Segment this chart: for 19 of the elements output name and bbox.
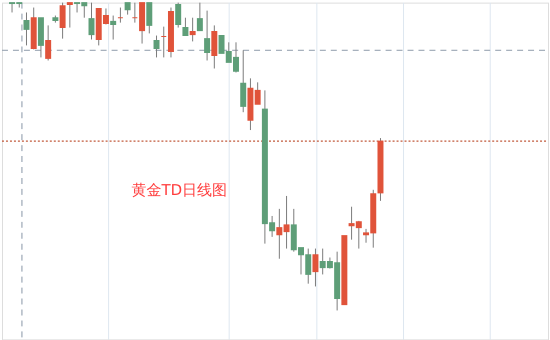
candlestick [45,24,52,61]
candlestick [110,15,116,40]
candlestick [60,2,66,40]
candlestick [196,2,203,32]
candlestick [160,26,167,58]
candlestick [154,35,160,58]
candlestick [23,12,30,46]
candlestick [190,17,196,42]
candlestick [182,17,188,36]
candlestick [124,2,131,16]
candlestick [312,248,318,287]
annotation: 黄金TD日线图 [132,180,228,199]
candlestick [88,2,94,40]
candlestick [204,10,210,61]
candlestick [240,50,246,113]
candlestick [117,7,124,24]
candlestick [146,2,152,34]
candlestick [175,2,182,28]
candlestick [66,2,73,28]
